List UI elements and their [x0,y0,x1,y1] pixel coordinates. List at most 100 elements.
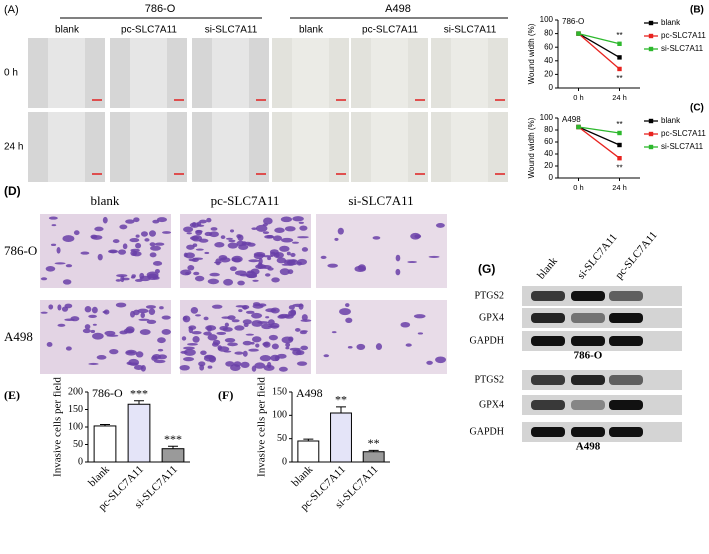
micrograph [316,214,447,288]
group-label: 786-O [145,3,176,15]
cell [285,342,291,348]
cell [48,304,54,310]
cell [220,235,226,240]
cell [225,237,234,240]
row-label: A498 [4,329,33,344]
band [531,313,565,323]
cell [263,217,273,225]
y-tick-label: 0 [549,83,554,92]
cell [214,242,225,248]
cell [90,329,96,334]
cell [252,279,259,282]
cell [227,315,236,320]
cell [179,364,190,371]
legend-label: blank [661,116,681,125]
cell [73,230,80,236]
cell [294,328,301,332]
cell [323,354,330,358]
cell [109,349,119,355]
y-tick-label: 60 [544,42,553,51]
cell [299,225,308,231]
cell [345,317,353,324]
column-label: pc-SLC7A11 [121,25,177,36]
cell [135,234,140,238]
band [609,375,643,385]
cell [94,226,104,232]
cell [146,319,157,324]
point [576,124,581,130]
cell [97,253,103,261]
cell [265,316,270,319]
cell [120,275,125,283]
y-tick-label: 150 [272,386,287,397]
x-tick-label: 0 h [573,183,583,192]
cell [108,249,119,254]
cell [234,270,247,276]
cell [267,256,272,261]
band [609,427,643,437]
cell [298,221,305,224]
cell [125,219,135,224]
cell [262,223,268,227]
group-label: 786-O [574,350,603,362]
cell [152,260,163,266]
cell [288,305,295,310]
significance: ** [616,31,622,40]
cell [410,232,421,240]
cell [183,346,195,350]
cell [118,249,127,255]
cell [289,347,301,351]
cell [276,257,287,264]
cell [241,241,247,246]
cell [144,238,150,242]
cell [149,230,156,237]
band [571,375,605,385]
cell [231,257,236,262]
series-line [578,126,620,159]
cell [339,308,351,316]
cell [203,316,209,321]
y-tick-label: 150 [68,404,83,415]
cell [219,257,231,263]
cell [435,356,447,364]
cell [132,251,142,257]
wound-gap [130,38,167,108]
cell [125,326,135,334]
group-label: A498 [385,3,411,15]
legend-marker [648,144,654,150]
cell [162,231,172,234]
cell [115,279,122,282]
cell [92,323,97,326]
cell [428,255,440,258]
band [571,313,605,323]
panel-label: (C) [690,103,704,114]
series-line [578,126,620,134]
cell [207,334,218,341]
cell [191,222,197,228]
row-label: PTGS2 [475,290,504,301]
cell [334,237,339,241]
cell [200,350,207,356]
cell [262,342,269,347]
panel-label: (E) [4,388,20,402]
cell [248,259,260,263]
y-tick-label: 40 [544,56,553,65]
cell [128,362,139,366]
cell [205,325,217,331]
bar [93,425,117,463]
x-tick-label: 24 h [612,93,627,102]
cell [245,310,255,314]
cell [271,277,280,283]
cell [183,252,188,258]
cell [199,219,207,224]
significance: ** [368,436,380,450]
cell [281,237,294,243]
cell [281,263,292,266]
cell [112,239,120,244]
y-tick-label: 0 [549,173,554,182]
cell [182,315,191,323]
cell [301,314,308,321]
cell [255,343,260,348]
panel-label: (B) [690,5,704,16]
cell [192,336,200,343]
